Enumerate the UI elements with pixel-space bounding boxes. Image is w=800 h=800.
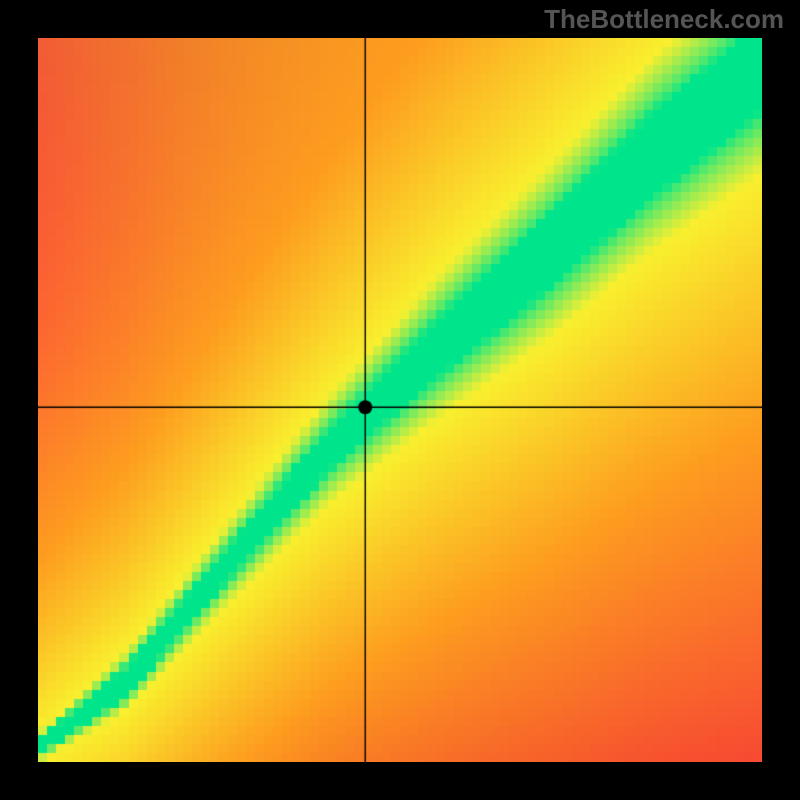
source-watermark: TheBottleneck.com bbox=[544, 4, 784, 35]
bottleneck-heatmap-canvas bbox=[38, 38, 762, 762]
bottleneck-chart-container: TheBottleneck.com bbox=[0, 0, 800, 800]
